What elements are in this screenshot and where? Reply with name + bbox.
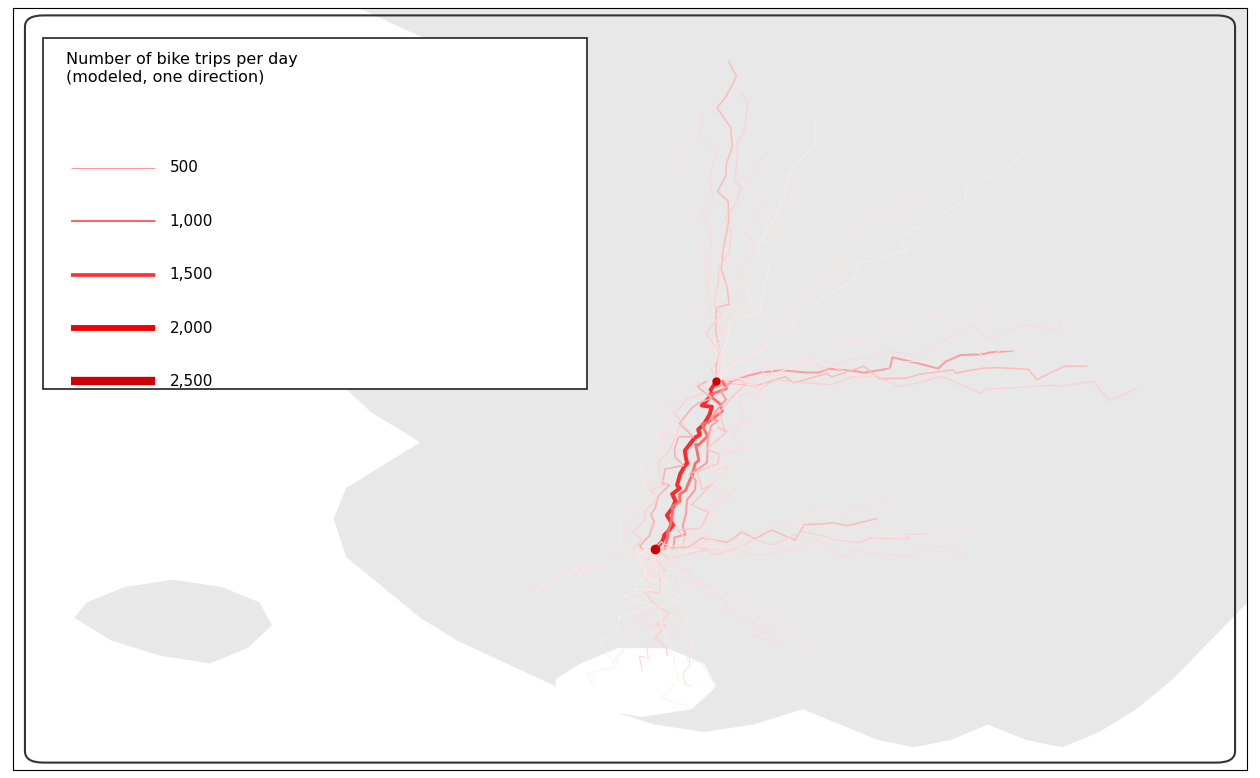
Text: 1,000: 1,000: [169, 214, 213, 229]
Text: Number of bike trips per day
(modeled, one direction): Number of bike trips per day (modeled, o…: [66, 52, 297, 84]
Text: 1,500: 1,500: [169, 267, 213, 282]
Polygon shape: [556, 648, 717, 717]
Polygon shape: [334, 8, 1247, 748]
Text: 2,500: 2,500: [169, 374, 213, 389]
Text: 500: 500: [169, 160, 198, 175]
FancyBboxPatch shape: [43, 38, 587, 389]
Text: 2,000: 2,000: [169, 321, 213, 335]
Polygon shape: [74, 580, 272, 664]
Polygon shape: [49, 275, 296, 389]
